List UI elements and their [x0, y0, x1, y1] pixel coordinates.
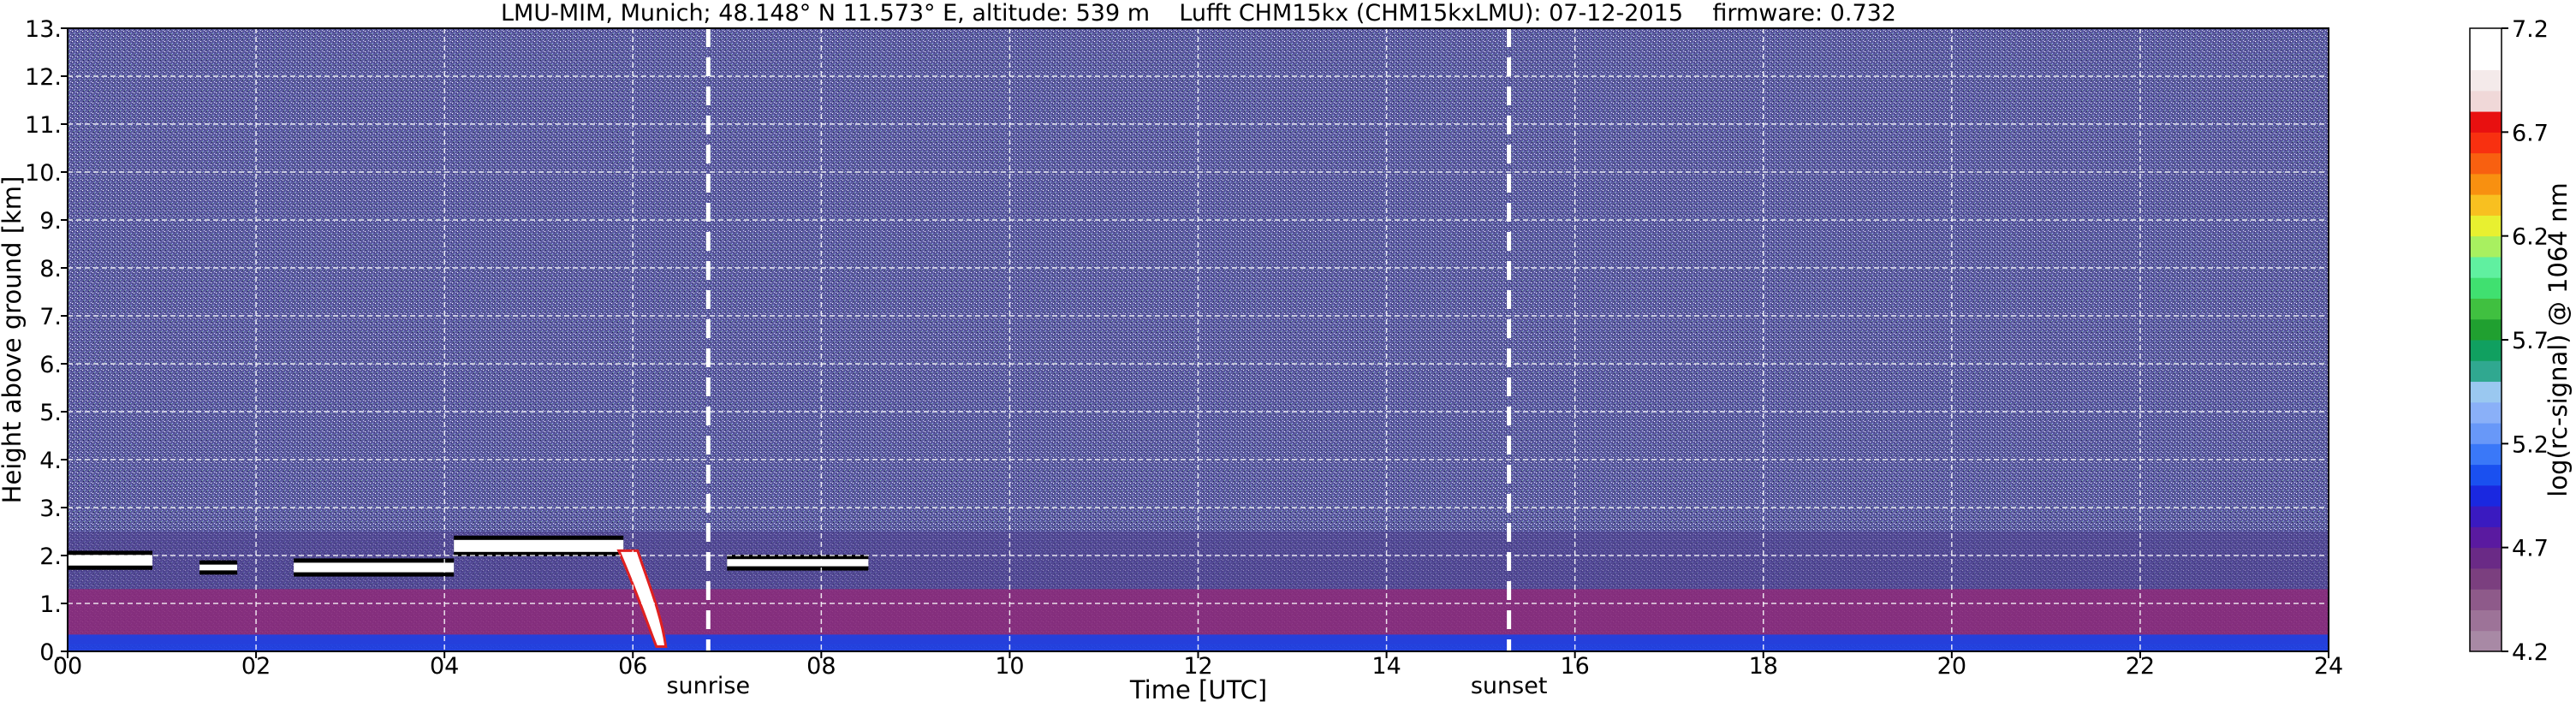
colorbar-label: log(rc-signal) @ 1064 nm — [2543, 182, 2573, 496]
colorbar-tick-label: 4.7 — [2512, 536, 2549, 562]
colorbar-segment — [2470, 423, 2502, 444]
colorbar — [2469, 27, 2502, 652]
colorbar-segment — [2470, 173, 2502, 195]
colorbar-segment — [2470, 194, 2502, 216]
x-tick-label: 24 — [2314, 653, 2343, 680]
colorbar-segment — [2470, 49, 2502, 71]
y-tick-label: 2. — [39, 544, 62, 570]
colorbar-segment — [2470, 28, 2502, 50]
colorbar-segment — [2470, 567, 2502, 590]
cloud-segment — [294, 562, 455, 573]
y-tick-label: 13. — [25, 16, 62, 43]
marker-label-sunrise: sunrise — [666, 673, 750, 699]
colorbar-segment — [2470, 340, 2502, 361]
x-axis-label: Time [UTC] — [1129, 675, 1267, 704]
colorbar-tick-label: 6.2 — [2512, 224, 2549, 251]
x-tick-label: 06 — [618, 653, 647, 680]
colorbar-segment — [2470, 547, 2502, 569]
y-tick-label: 3. — [39, 496, 62, 522]
x-tick-label: 10 — [995, 653, 1024, 680]
colorbar-tick-label: 5.2 — [2512, 431, 2549, 458]
x-tick-label: 00 — [53, 653, 82, 680]
colorbar-segment — [2470, 256, 2502, 278]
x-tick-label: 08 — [806, 653, 836, 680]
x-tick-label: 12 — [1183, 653, 1212, 680]
colorbar-segment — [2470, 360, 2502, 383]
colorbar-segment — [2470, 90, 2502, 112]
colorbar-segment — [2470, 298, 2502, 320]
x-tick-label: 14 — [1371, 653, 1401, 680]
cloud-segment — [68, 555, 153, 566]
y-tick-label: 5. — [39, 400, 62, 426]
x-tick-label: 16 — [1560, 653, 1589, 680]
colorbar-segment — [2470, 630, 2502, 652]
fog-plume — [616, 549, 668, 648]
colorbar-segment — [2470, 318, 2502, 341]
y-tick-label: 4. — [39, 448, 62, 474]
colorbar-segment — [2470, 401, 2502, 424]
chart-title: LMU-MIM, Munich; 48.148° N 11.573° E, al… — [501, 0, 1896, 27]
x-tick-label: 04 — [430, 653, 459, 680]
colorbar-segment — [2470, 609, 2502, 632]
y-tick-label: 7. — [39, 304, 62, 330]
marker-label-sunset: sunset — [1471, 673, 1548, 699]
colorbar-segment — [2470, 235, 2502, 258]
colorbar-segment — [2470, 152, 2502, 175]
colorbar-segment — [2470, 215, 2502, 237]
cloud-segment — [727, 559, 869, 567]
y-tick-label: 6. — [39, 352, 62, 378]
y-axis-label: Height above ground [km] — [0, 176, 27, 504]
colorbar-segment — [2470, 69, 2502, 92]
colorbar-segment — [2470, 443, 2502, 466]
colorbar-segment — [2470, 484, 2502, 507]
colorbar-segment — [2470, 526, 2502, 549]
cloud-segment — [199, 564, 238, 571]
colorbar-tick-label: 7.2 — [2512, 16, 2549, 43]
y-tick-label: 1. — [39, 591, 62, 618]
x-tick-label: 20 — [1937, 653, 1966, 680]
colorbar-tick-label: 5.7 — [2512, 328, 2549, 354]
colorbar-segment — [2470, 111, 2502, 133]
y-tick-label: 8. — [39, 256, 62, 282]
colorbar-segment — [2470, 132, 2502, 154]
plot-area — [68, 28, 2329, 651]
x-tick-label: 18 — [1749, 653, 1778, 680]
y-tick-label: 9. — [39, 208, 62, 235]
colorbar-tick-label: 4.2 — [2512, 639, 2549, 666]
x-tick-label: 02 — [241, 653, 271, 680]
y-tick-label: 11. — [25, 112, 62, 139]
y-tick-label: 12. — [25, 64, 62, 91]
y-tick-label: 0. — [39, 639, 62, 666]
y-tick-label: 10. — [25, 160, 62, 187]
colorbar-tick-label: 6.7 — [2512, 120, 2549, 146]
colorbar-segment — [2470, 277, 2502, 299]
colorbar-segment — [2470, 506, 2502, 527]
colorbar-segment — [2470, 464, 2502, 486]
colorbar-segment — [2470, 381, 2502, 403]
cloud-segment — [454, 539, 624, 552]
colorbar-segment — [2470, 589, 2502, 610]
x-tick-label: 22 — [2126, 653, 2155, 680]
